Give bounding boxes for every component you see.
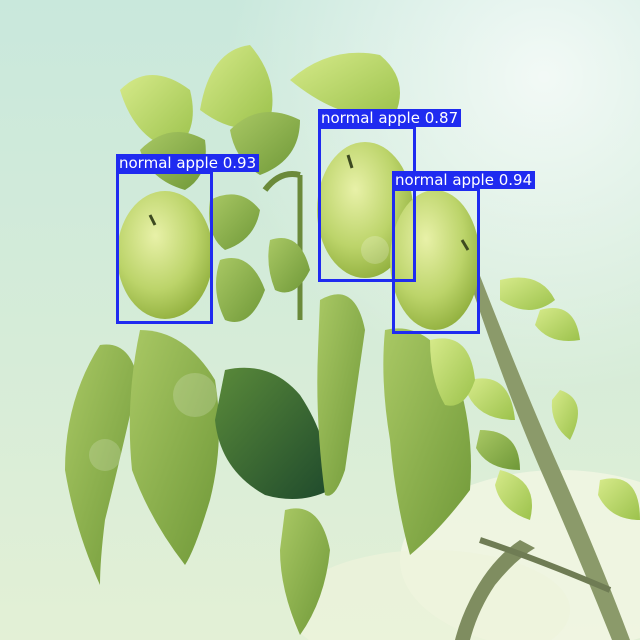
detection-box-3: normal apple 0.94	[392, 171, 536, 334]
detection-label-2: normal apple 0.87	[318, 109, 462, 127]
detection-box-2: normal apple 0.87	[318, 109, 462, 282]
detection-label-1: normal apple 0.93	[116, 154, 260, 172]
detection-box-1: normal apple 0.93	[116, 154, 260, 324]
detection-label-3: normal apple 0.94	[392, 171, 536, 189]
